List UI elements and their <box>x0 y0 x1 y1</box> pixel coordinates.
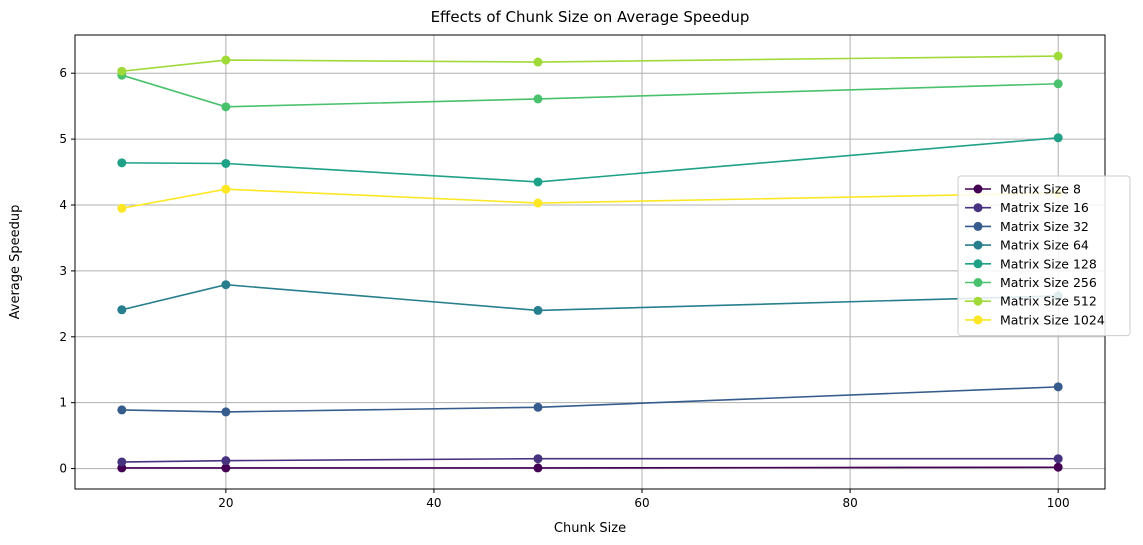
data-point <box>221 158 231 168</box>
series-6 <box>117 70 1063 112</box>
data-point <box>117 66 127 76</box>
data-point <box>221 407 231 417</box>
data-point <box>533 463 543 473</box>
data-point <box>533 454 543 464</box>
y-axis-label: Average Speedup <box>8 205 23 320</box>
series-2 <box>117 454 1063 467</box>
data-point <box>1053 133 1063 143</box>
data-point <box>117 405 127 415</box>
data-point <box>117 457 127 467</box>
data-point <box>221 102 231 112</box>
legend-label: Matrix Size 32 <box>1000 219 1089 234</box>
legend-label: Matrix Size 16 <box>1000 200 1089 215</box>
legend-label: Matrix Size 512 <box>1000 294 1097 309</box>
data-point <box>1053 382 1063 392</box>
data-point <box>1053 79 1063 89</box>
data-point <box>1053 51 1063 61</box>
y-tick-label: 1 <box>59 396 67 410</box>
y-tick-label: 3 <box>59 264 67 278</box>
series-line <box>121 188 1059 210</box>
legend-item: Matrix Size 32 <box>965 219 1089 234</box>
series-4 <box>117 280 1063 315</box>
series-5 <box>117 133 1063 187</box>
y-tick-label: 0 <box>59 462 67 476</box>
legend-label: Matrix Size 256 <box>1000 275 1097 290</box>
data-point <box>221 184 231 194</box>
y-tick-label: 2 <box>59 330 67 344</box>
chart-title: Effects of Chunk Size on Average Speedup <box>431 8 750 26</box>
x-tick-label: 100 <box>1047 496 1070 510</box>
legend-marker <box>973 296 983 306</box>
legend-marker <box>973 184 983 194</box>
legend-label: Matrix Size 1024 <box>1000 312 1105 327</box>
x-tick-label: 20 <box>218 496 233 510</box>
series-line <box>121 386 1059 413</box>
series-3 <box>117 382 1063 417</box>
x-tick-label: 80 <box>842 496 857 510</box>
series-line <box>121 466 1059 469</box>
data-point <box>221 55 231 65</box>
legend-label: Matrix Size 128 <box>1000 256 1097 271</box>
data-point <box>221 456 231 466</box>
series-8 <box>117 184 1063 213</box>
legend-item: Matrix Size 512 <box>965 294 1097 309</box>
data-point <box>533 402 543 412</box>
legend-item: Matrix Size 256 <box>965 275 1097 290</box>
x-tick-label: 60 <box>634 496 649 510</box>
series-line <box>121 136 1059 183</box>
data-point <box>533 198 543 208</box>
series-7 <box>117 51 1063 76</box>
y-tick-label: 6 <box>59 66 67 80</box>
data-point <box>533 177 543 187</box>
series-line <box>121 55 1059 73</box>
legend-marker <box>973 221 983 231</box>
data-point <box>117 203 127 213</box>
legend-item: Matrix Size 128 <box>965 256 1097 271</box>
series-layer <box>117 51 1063 473</box>
y-tick-label: 4 <box>59 198 67 212</box>
legend-item: Matrix Size 8 <box>965 182 1081 197</box>
x-axis: 20 40 60 80 100 <box>218 489 1070 510</box>
data-point <box>1053 454 1063 464</box>
data-point <box>117 305 127 315</box>
plot-frame <box>74 34 1106 490</box>
data-point <box>1053 462 1063 472</box>
legend-label: Matrix Size 8 <box>1000 182 1081 197</box>
series-1 <box>117 462 1063 473</box>
y-axis: 0 1 2 3 4 5 6 <box>59 66 75 476</box>
y-tick-label: 5 <box>59 132 67 146</box>
data-point <box>533 305 543 315</box>
legend-item: Matrix Size 64 <box>965 238 1089 253</box>
data-point <box>533 57 543 67</box>
legend: Matrix Size 8 Matrix Size 16 Matrix Size 3… <box>957 175 1131 337</box>
legend-marker <box>973 203 983 213</box>
legend-marker <box>973 278 983 287</box>
series-line <box>121 74 1059 108</box>
legend-marker <box>973 240 983 250</box>
data-point <box>117 158 127 168</box>
legend-item: Matrix Size 1024 <box>965 312 1105 327</box>
grid-lines <box>75 35 1105 489</box>
legend-marker <box>973 259 983 269</box>
data-point <box>221 463 231 473</box>
data-point <box>221 280 231 290</box>
series-line <box>121 283 1059 312</box>
series-line <box>121 457 1059 463</box>
x-axis-label: Chunk Size <box>554 521 626 536</box>
legend-label: Matrix Size 64 <box>1000 238 1089 253</box>
legend-box <box>957 175 1131 337</box>
legend-marker <box>973 315 983 325</box>
legend-item: Matrix Size 16 <box>965 200 1089 215</box>
data-point <box>533 94 543 104</box>
x-tick-label: 40 <box>426 496 441 510</box>
